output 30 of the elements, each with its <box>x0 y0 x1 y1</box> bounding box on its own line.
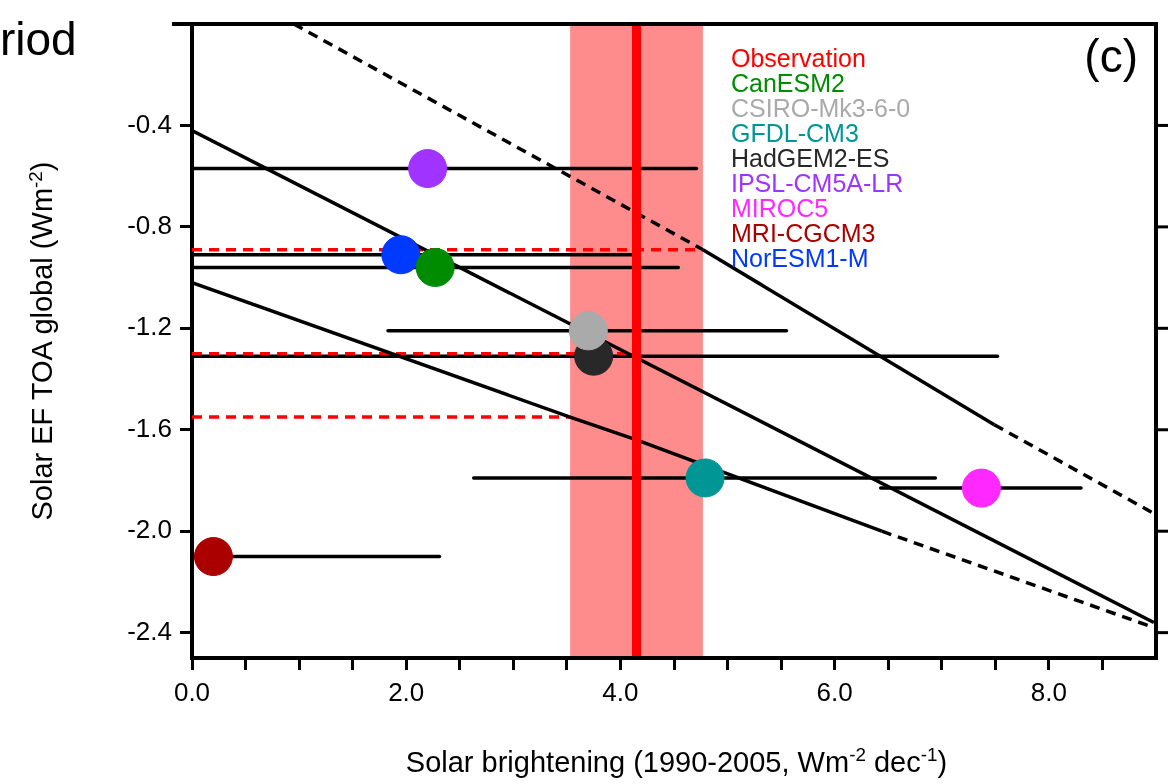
point <box>685 458 725 498</box>
x-tick-label: 6.0 <box>816 676 853 707</box>
annotation: (c) <box>1084 29 1138 82</box>
point <box>568 311 608 351</box>
point <box>193 537 233 577</box>
text: MRI-CGCM3 <box>731 219 877 247</box>
text: GFDL-CM3 <box>731 119 860 147</box>
y-tick-label: -0.8 <box>127 210 172 241</box>
text: NorESM1-M <box>731 244 870 272</box>
point <box>415 247 455 287</box>
x-axis-title: Solar brightening (1990-2005, Wm$^{-2}$ dec$^{-1}$) <box>404 744 949 779</box>
text: CSIRO-Mk3-6-0 <box>731 94 911 122</box>
x-tick-label: 8.0 <box>1030 676 1067 707</box>
point <box>961 468 1001 508</box>
y-tick-label: -1.6 <box>127 412 172 443</box>
x-tick-label: 4.0 <box>602 676 639 707</box>
text: IPSL-CM5A-LR <box>731 169 905 197</box>
chart-title: riod <box>0 12 77 66</box>
y-tick-label: -2.4 <box>127 615 172 646</box>
x-tick-label: 2.0 <box>388 676 425 707</box>
text: MIROC5 <box>731 194 830 222</box>
y-tick-label: -2.0 <box>127 514 172 545</box>
text: CanESM2 <box>731 69 846 97</box>
text: HadGEM2-ES <box>731 144 891 172</box>
x-tick-label: 0.0 <box>173 676 211 707</box>
ref-line-label: Observation <box>731 44 867 72</box>
y-tick-label: -1.2 <box>127 311 172 342</box>
y-tick-label: -0.4 <box>127 108 172 139</box>
point <box>381 235 421 275</box>
point <box>408 149 448 189</box>
